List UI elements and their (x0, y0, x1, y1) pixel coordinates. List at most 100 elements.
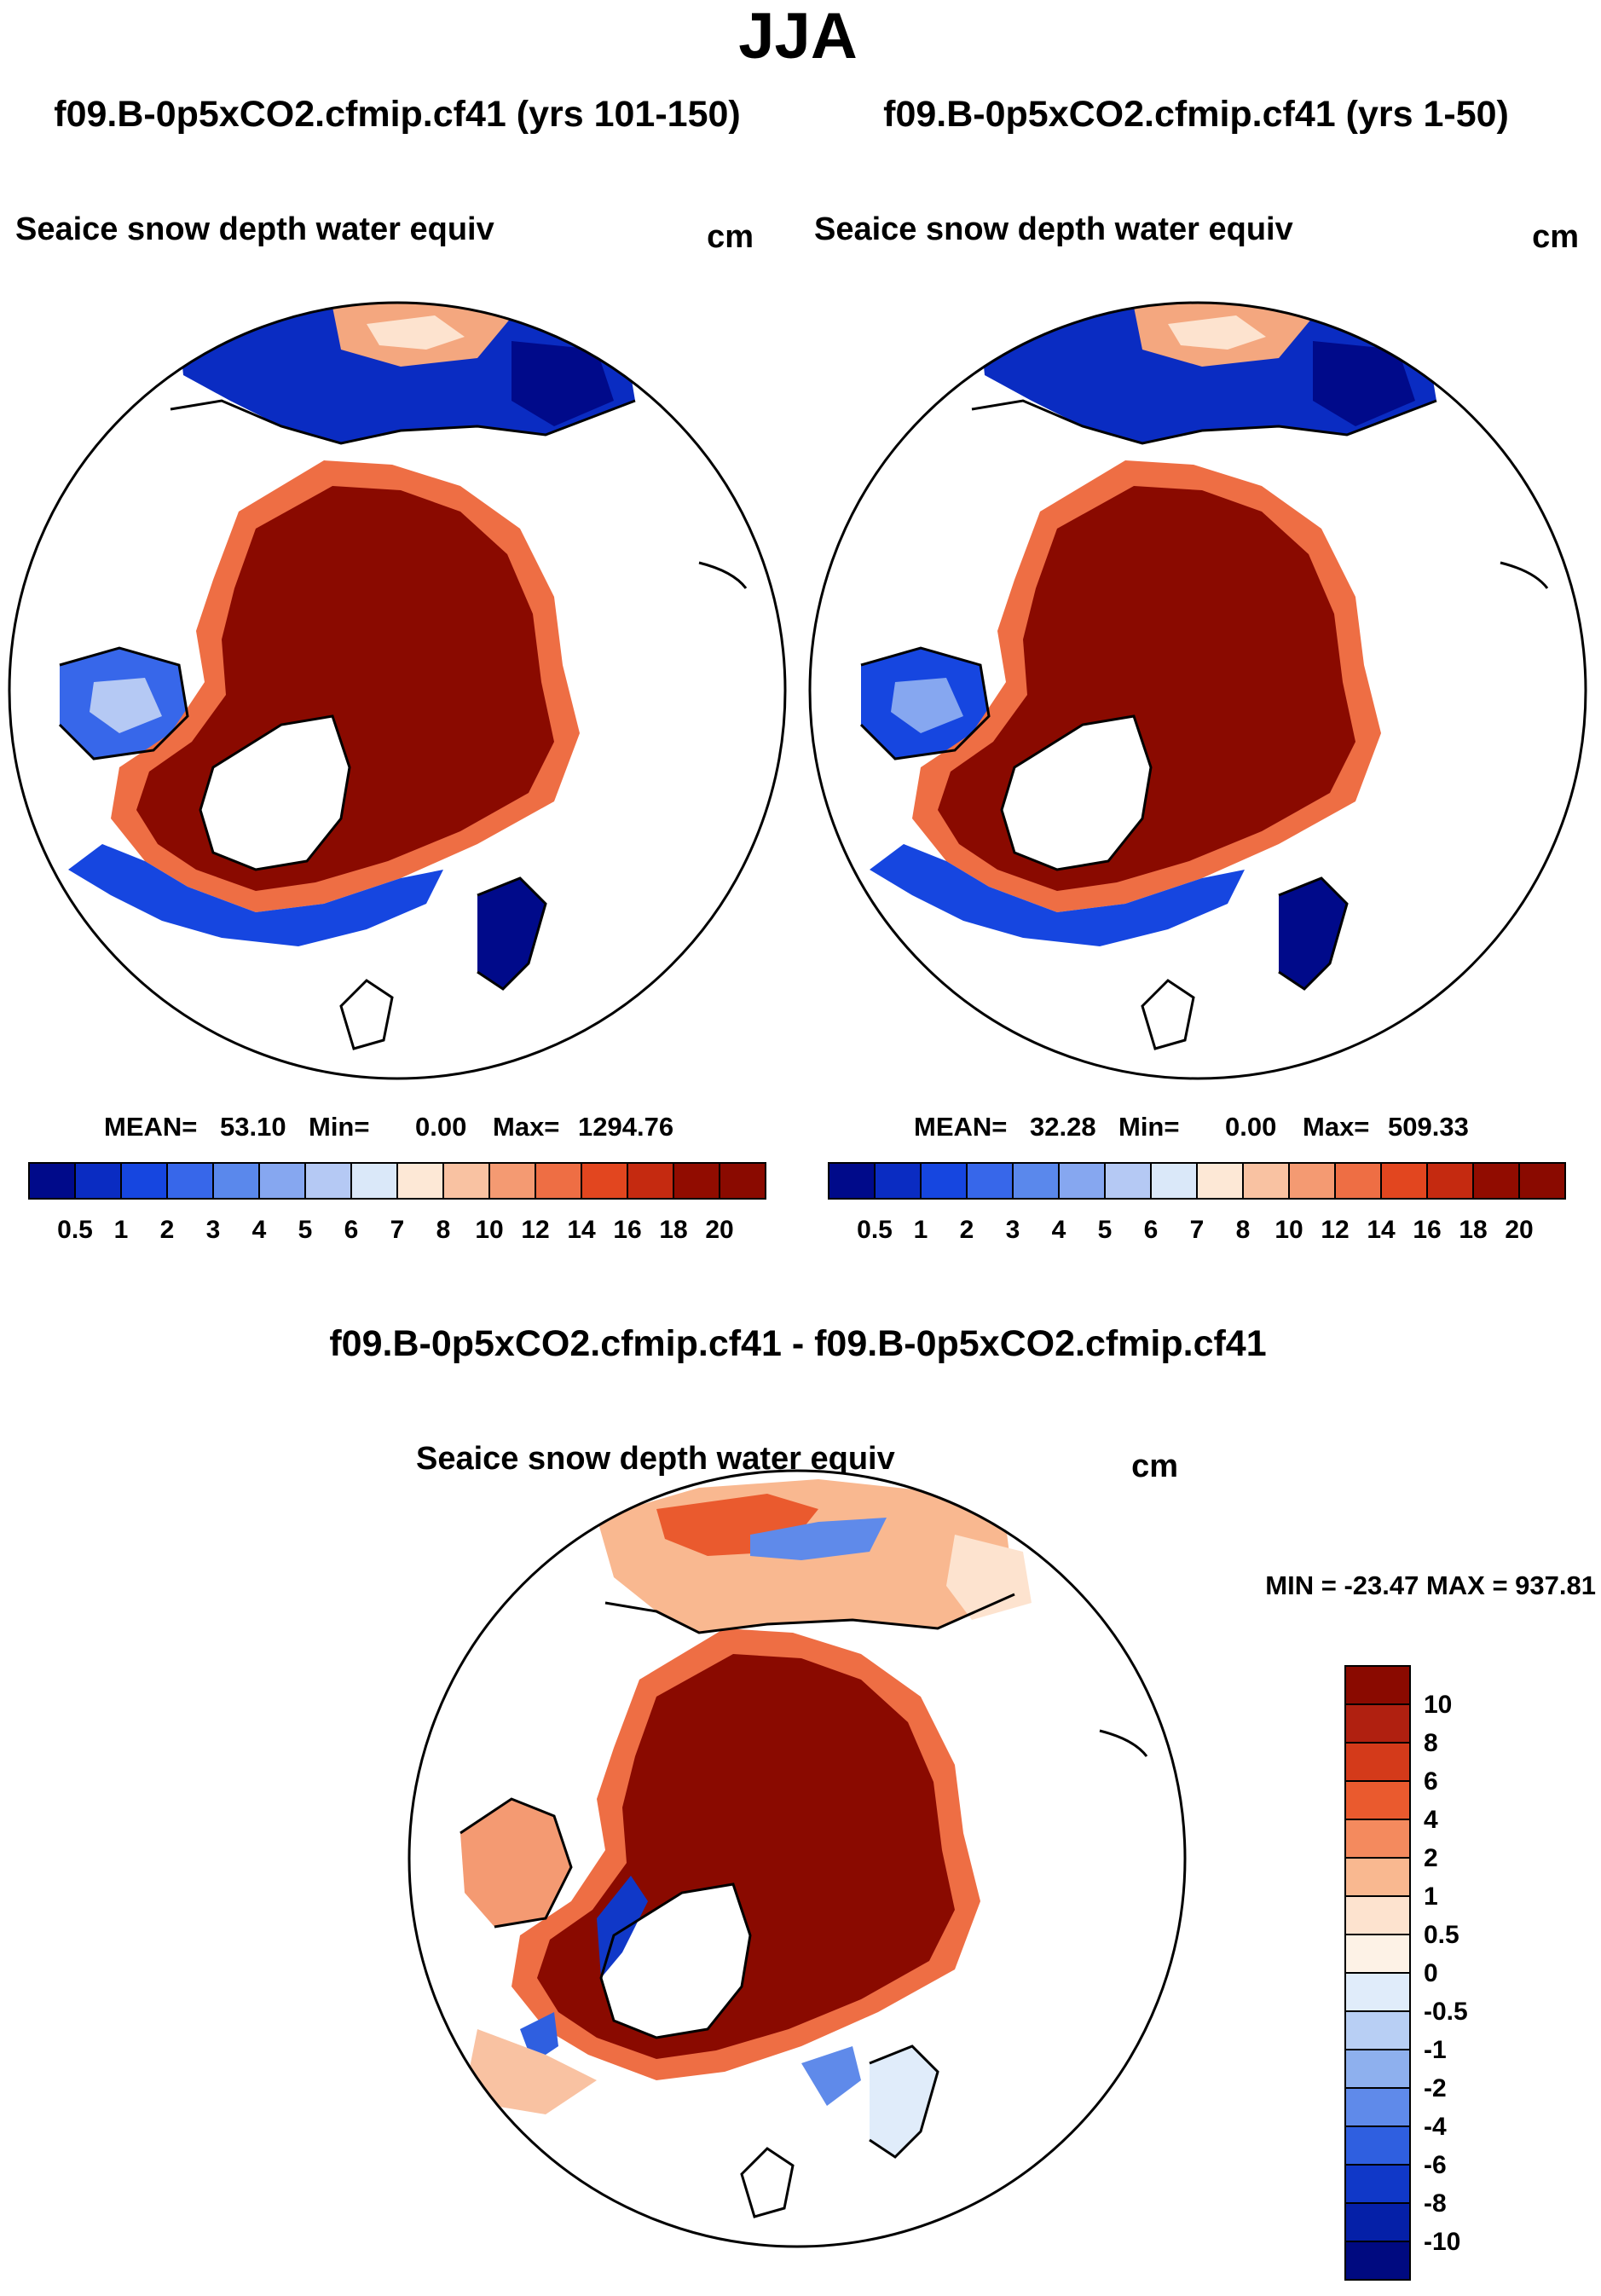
panel-a-colorbar-swatch (488, 1162, 536, 1200)
panel-c-colorbar-tick-label: -10 (1424, 2228, 1460, 2256)
panel-a-colorbar-tick-label: 14 (567, 1216, 596, 1244)
panel-c-colorbar-swatch (1344, 1895, 1411, 1935)
panel-a-colorbar-swatch (120, 1162, 168, 1200)
panel-c-colorbar-swatch (1344, 2087, 1411, 2127)
panel-a-map-border (8, 301, 787, 1080)
panel-a-colorbar-swatch (719, 1162, 766, 1200)
panel-c-colorbar-tick-label: 6 (1424, 1767, 1438, 1796)
panel-b-min-value: 0.00 (1225, 1112, 1276, 1142)
panel-a-colorbar-tick-label: 18 (659, 1216, 687, 1244)
panel-a-stats: MEAN= 53.10 Min= 0.00 Max= 1294.76 (104, 1112, 673, 1142)
panel-c-colorbar-swatch (1344, 2164, 1411, 2204)
panel-b-colorbar-tick-label: 6 (1144, 1216, 1159, 1244)
panel-a-colorbar-swatch (258, 1162, 306, 1200)
panel-b-mean-label: MEAN= (914, 1112, 1007, 1142)
panel-a-variable: Seaice snow depth water equiv (15, 211, 494, 247)
panel-a-title: f09.B-0p5xCO2.cfmip.cf41 (yrs 101-150) (54, 94, 740, 135)
panel-b-colorbar-tick-label: 18 (1459, 1216, 1487, 1244)
panel-c-colorbar-swatch (1344, 1742, 1411, 1782)
panel-b-colorbar-swatch (1012, 1162, 1060, 1200)
panel-a-map (9, 303, 785, 1079)
panel-a-max-value: 1294.76 (578, 1112, 673, 1142)
panel-c-colorbar-swatch (1344, 1857, 1411, 1897)
panel-a-colorbar-tick-label: 10 (475, 1216, 503, 1244)
panel-b-colorbar-swatch (828, 1162, 876, 1200)
panel-c-colorbar-tick-label: 0.5 (1424, 1921, 1459, 1949)
panel-c-colorbar-tick-label: -4 (1424, 2113, 1447, 2141)
panel-c-colorbar-tick-label: -6 (1424, 2151, 1447, 2179)
panel-b-colorbar-swatch (966, 1162, 1014, 1200)
panel-a-colorbar-tick-label: 8 (436, 1216, 451, 1244)
panel-a-colorbar-swatch (350, 1162, 398, 1200)
panel-b-colorbar-tick-label: 5 (1098, 1216, 1113, 1244)
panel-c-colorbar-tick-label: -0.5 (1424, 1998, 1468, 2026)
panel-a-colorbar-swatch (535, 1162, 582, 1200)
panel-b-colorbar-tick-label: 14 (1367, 1216, 1396, 1244)
panel-b-colorbar-swatch (1380, 1162, 1428, 1200)
panel-a-colorbar-swatch (396, 1162, 444, 1200)
panel-a-colorbar: 0.5 1 2 3 4 5 6 7 8 10 12 14 16 18 20 (28, 1162, 766, 1244)
panel-c-map-border (407, 1469, 1187, 2248)
panel-a-colorbar-tick-label: 6 (344, 1216, 359, 1244)
panel-a-colorbar-tick-label: 1 (114, 1216, 129, 1244)
panel-b-max-label: Max= (1303, 1112, 1369, 1142)
panel-b-colorbar-swatch (920, 1162, 968, 1200)
panel-c-colorbar-tick-label: 0 (1424, 1959, 1438, 1987)
panel-b: f09.B-0p5xCO2.cfmip.cf41 (yrs 1-50) Seai… (808, 94, 1587, 1244)
panel-b-variable: Seaice snow depth water equiv (814, 211, 1293, 247)
panel-b-colorbar-tick-label: 20 (1505, 1216, 1533, 1244)
figure-title: JJA (738, 0, 857, 72)
panel-c-min-max: MIN = -23.47 MAX = 937.81 (1265, 1570, 1596, 1600)
panel-c-colorbar-tick-label: -1 (1424, 2036, 1447, 2064)
panel-b-colorbar-swatch (1472, 1162, 1520, 1200)
panel-c-colorbar-tick-label: 8 (1424, 1729, 1438, 1757)
panel-a-colorbar-tick-label: 0.5 (57, 1216, 93, 1244)
panel-a-mean-label: MEAN= (104, 1112, 197, 1142)
panel-a-colorbar-tick-label: 12 (521, 1216, 549, 1244)
panel-b-colorbar: 0.5 1 2 3 4 5 6 7 8 10 12 14 16 18 20 (828, 1162, 1566, 1244)
panel-c-colorbar-swatch (1344, 1934, 1411, 1974)
panel-a-colorbar-tick-label: 3 (206, 1216, 221, 1244)
panel-b-colorbar-swatch (1104, 1162, 1152, 1200)
panel-b-colorbar-tick-label: 7 (1190, 1216, 1205, 1244)
panel-c-colorbar-swatch (1344, 2202, 1411, 2242)
panel-b-units: cm (1532, 219, 1579, 255)
panel-c-colorbar: 10 8 6 4 2 1 0.5 0 -0.5 -1 -2 -4 -6 -8 -10 (1344, 1665, 1468, 2281)
panel-b-colorbar-swatch (1518, 1162, 1566, 1200)
panel-a-colorbar-swatch (74, 1162, 122, 1200)
panel-b-colorbar-swatch (1426, 1162, 1474, 1200)
panel-b-colorbar-tick-label: 8 (1236, 1216, 1251, 1244)
panel-a-max-label: Max= (493, 1112, 559, 1142)
panel-a-colorbar-tick-label: 5 (298, 1216, 313, 1244)
panel-c-colorbar-swatch (1344, 1665, 1411, 1705)
panel-c-colorbar-tick-label: 1 (1424, 1882, 1438, 1911)
panel-a-colorbar-swatch (442, 1162, 490, 1200)
panel-a-colorbar-swatch (673, 1162, 720, 1200)
panel-a-colorbar-swatch (627, 1162, 674, 1200)
panel-b-stats: MEAN= 32.28 Min= 0.00 Max= 509.33 (914, 1112, 1469, 1142)
panel-a-mean-value: 53.10 (220, 1112, 286, 1142)
panel-c-colorbar-tick-label: -8 (1424, 2189, 1447, 2218)
panel-b-min-label: Min= (1118, 1112, 1179, 1142)
panel-a-colorbar-swatch (28, 1162, 76, 1200)
panel-c-units: cm (1131, 1449, 1178, 1484)
panel-c-colorbar-tick-label: 4 (1424, 1806, 1438, 1834)
panel-b-colorbar-tick-label: 0.5 (857, 1216, 893, 1244)
panel-c-colorbar-swatch (1344, 2125, 1411, 2166)
panel-c-colorbar-swatch (1344, 2049, 1411, 2089)
panel-b-map (810, 303, 1586, 1079)
panel-a-colorbar-tick-label: 20 (705, 1216, 733, 1244)
panel-b-colorbar-tick-label: 3 (1006, 1216, 1020, 1244)
panel-c-colorbar-swatch (1344, 2010, 1411, 2050)
panel-c-title: f09.B-0p5xCO2.cfmip.cf41 - f09.B-0p5xCO2… (329, 1323, 1266, 1364)
panel-c-colorbar-tick-label: 10 (1424, 1691, 1452, 1719)
panel-b-colorbar-tick-label: 10 (1274, 1216, 1303, 1244)
panel-a-colorbar-swatch (212, 1162, 260, 1200)
panel-b-max-value: 509.33 (1388, 1112, 1469, 1142)
panel-b-title: f09.B-0p5xCO2.cfmip.cf41 (yrs 1-50) (883, 94, 1509, 135)
panel-b-colorbar-tick-label: 16 (1413, 1216, 1441, 1244)
panel-c-colorbar-swatch (1344, 1972, 1411, 2012)
panel-b-colorbar-swatch (1288, 1162, 1336, 1200)
panel-b-colorbar-swatch (874, 1162, 922, 1200)
